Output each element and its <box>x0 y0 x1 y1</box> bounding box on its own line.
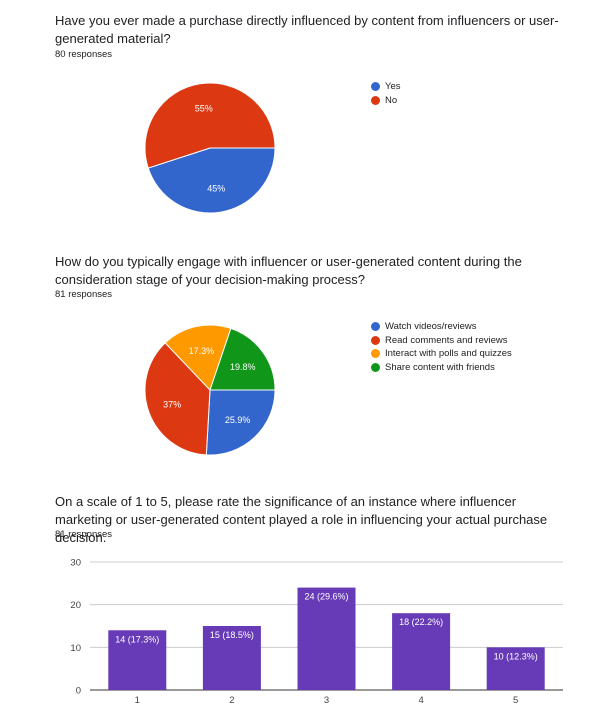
legend-label: Yes <box>385 81 401 93</box>
legend-item: Watch videos/reviews <box>371 320 512 334</box>
x-tick-label: 3 <box>324 695 329 706</box>
pie-legend: Watch videos/reviews Read comments and re… <box>371 320 512 374</box>
y-tick-label: 10 <box>70 643 81 654</box>
legend-label: Read comments and reviews <box>385 334 508 346</box>
pie-slice <box>205 389 276 456</box>
pie-chart-engagement: 25.9% 37% 17.3% 19.8% <box>144 324 276 456</box>
legend-swatch <box>371 349 380 359</box>
bar-label: 15 (18.5%) <box>210 630 254 640</box>
legend-item: No <box>371 94 401 108</box>
legend-label: No <box>385 94 398 106</box>
slice-label: 55% <box>195 104 213 114</box>
slice-label: 45% <box>207 183 225 193</box>
legend-swatch <box>371 335 380 345</box>
question-title: On a scale of 1 to 5, please rate the si… <box>55 494 548 545</box>
slice-label: 37% <box>163 399 181 409</box>
bar-label: 10 (12.3%) <box>494 651 538 661</box>
pie-legend: Yes No <box>371 80 401 107</box>
bar-label: 14 (17.3%) <box>115 634 159 644</box>
x-tick-label: 2 <box>229 695 234 706</box>
bar <box>108 630 167 690</box>
response-count: 81 responses <box>55 529 113 540</box>
y-tick-label: 20 <box>70 600 81 611</box>
pie-slice <box>144 342 211 456</box>
response-count: 80 responses <box>55 49 113 60</box>
bar-label: 24 (29.6%) <box>304 592 348 602</box>
pie-slice <box>164 324 232 391</box>
x-tick-label: 5 <box>513 695 518 706</box>
legend-swatch <box>371 322 380 332</box>
bar <box>486 647 545 690</box>
question-title: Have you ever made a purchase directly i… <box>55 13 559 46</box>
slice-label: 17.3% <box>189 346 215 356</box>
legend-label: Watch videos/reviews <box>385 321 477 333</box>
pie-slice <box>144 82 276 169</box>
legend-item: Read comments and reviews <box>371 334 512 348</box>
legend-swatch <box>371 95 380 105</box>
bar <box>297 587 356 690</box>
y-tick-label: 30 <box>70 558 81 569</box>
slice-label: 19.8% <box>230 362 256 372</box>
legend-swatch <box>371 362 380 372</box>
pie-slice <box>209 327 276 391</box>
legend-item: Yes <box>371 80 401 94</box>
pie-chart-purchase: 45% 55% <box>144 82 276 214</box>
legend-swatch <box>371 82 380 92</box>
question-title: How do you typically engage with influen… <box>55 254 522 287</box>
y-tick-label: 0 <box>76 686 81 697</box>
x-tick-label: 4 <box>418 695 423 706</box>
x-tick-label: 1 <box>135 695 140 706</box>
legend-item: Interact with polls and quizzes <box>371 347 512 361</box>
pie-slice <box>147 147 276 214</box>
legend-item: Share content with friends <box>371 361 512 375</box>
response-count: 81 responses <box>55 289 113 300</box>
bar-label: 18 (22.2%) <box>399 617 443 627</box>
bar-chart-rating: 0 10 20 30 14 (17.3%) 1 15 (18.5%) 2 24 (29.6%) 3… <box>70 558 563 706</box>
bar <box>392 613 451 690</box>
legend-label: Share content with friends <box>385 361 495 373</box>
bar <box>202 626 261 690</box>
legend-label: Interact with polls and quizzes <box>385 348 512 360</box>
slice-label: 25.9% <box>225 415 251 425</box>
